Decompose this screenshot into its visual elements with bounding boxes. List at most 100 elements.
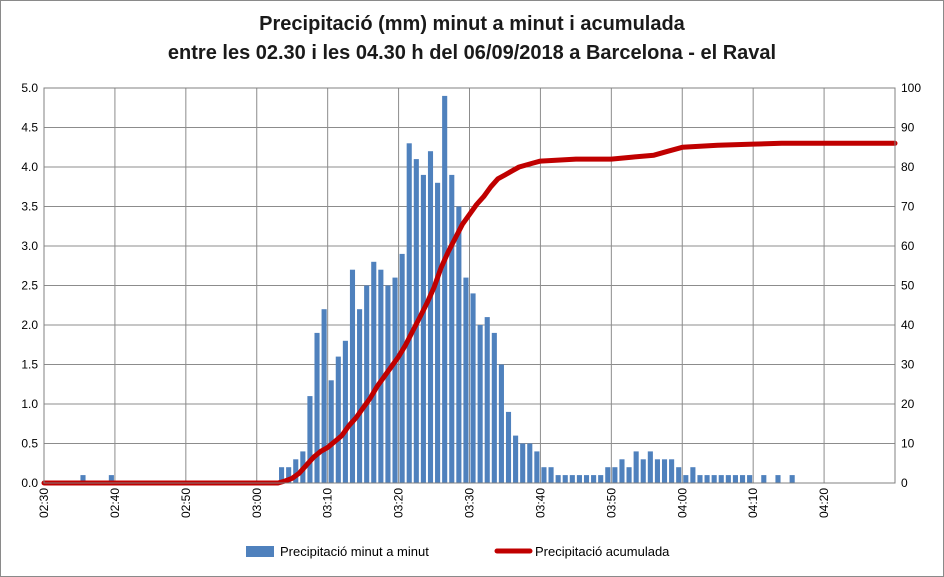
precip-bar [392,277,398,483]
precip-bar [513,435,519,483]
x-tick-label: 04:00 [675,488,689,518]
y-left-tick-label: 2.5 [21,279,38,293]
y-right-tick-label: 30 [901,358,915,372]
x-tick-label: 04:20 [817,488,831,518]
precip-bar [293,459,299,483]
precip-bar [704,475,710,483]
precip-bar [385,285,391,483]
x-tick-label: 02:50 [179,488,193,518]
precip-bar [683,475,689,483]
precip-bar [534,451,540,483]
chart-title-line-2: entre les 02.30 i les 04.30 h del 06/09/… [167,42,777,64]
x-tick-label: 02:40 [108,488,122,518]
precip-bar [371,261,377,483]
y-right-tick-label: 50 [901,279,915,293]
precip-bar [520,443,526,483]
precip-bar [761,475,767,483]
precip-bar [342,340,348,483]
precip-bar [654,459,660,483]
precip-bar [80,475,86,483]
precip-bar [555,475,561,483]
x-tick-label: 03:20 [392,488,406,518]
y-right-tick-label: 20 [901,397,915,411]
precip-bar [314,332,320,483]
precip-bar [484,317,490,483]
precip-bar [569,475,575,483]
precip-bar [470,293,476,483]
precip-bar [328,380,334,483]
precip-bar [583,475,590,483]
chart-title-line-1: Precipitació (mm) minut a minut i acumul… [259,13,685,35]
y-left-tick-label: 3.0 [21,239,38,253]
precip-bar [669,459,675,483]
precip-bar [697,475,703,483]
y-right-tick-label: 90 [901,121,915,135]
precip-bar [399,253,405,483]
y-left-tick-label: 1.0 [21,397,38,411]
y-left-tick-label: 3.5 [21,200,38,214]
y-right-tick-label: 0 [901,476,908,490]
precip-bar [357,309,363,483]
precip-bar [541,467,547,483]
y-left-tick-label: 2.0 [21,318,38,332]
precip-bar [378,269,384,483]
precip-bar [321,309,327,483]
legend-line-label: Precipitació acumulada [535,544,670,559]
right-axis-labels: 0 10 20 30 40 50 60 70 80 90 100 [901,81,921,490]
x-tick-label: 03:40 [533,488,547,518]
precip-bar [725,475,731,483]
precip-bar [576,475,582,483]
x-axis-labels: 02:30 02:40 02:50 03:00 03:10 03:20 03:30 03:40… [37,488,831,518]
precip-bar [491,332,497,483]
y-left-tick-label: 0.0 [21,476,38,490]
x-tick-label: 03:50 [604,488,618,518]
y-right-tick-label: 100 [901,81,921,95]
precip-bar [640,459,646,483]
precip-bar [442,95,448,484]
y-left-tick-label: 5.0 [21,81,38,95]
y-left-tick-label: 4.5 [21,121,38,135]
precip-bar [562,475,568,483]
left-axis-labels: 0.0 0.5 1.0 1.5 2.0 2.5 3.0 3.5 4.0 4.5 5.0 [21,81,38,490]
precip-bar [498,364,504,483]
precip-bar [633,451,639,483]
x-tick-label: 03:30 [463,488,477,518]
legend-bar-swatch [246,546,274,557]
precip-bar [739,475,746,483]
precip-bar [711,475,717,483]
precip-bar [307,396,313,483]
chart-title: Precipitació (mm) minut a minut i acumul… [0,10,944,68]
y-left-tick-label: 0.5 [21,437,38,451]
grid [44,88,895,483]
x-tick-label: 02:30 [37,488,51,518]
y-left-tick-label: 4.0 [21,160,38,174]
x-tick-label: 03:10 [321,488,335,518]
precip-bar [505,411,512,483]
y-right-tick-label: 60 [901,239,915,253]
precip-bar [286,467,292,483]
precip-bar [612,467,618,483]
precip-bar [676,467,682,483]
cumulative-line [41,140,898,486]
precip-bar [456,206,462,483]
plot-border [43,87,896,484]
legend-bar-label: Precipitació minut a minut [280,544,429,559]
precip-bar [279,467,285,483]
precip-bar [718,475,724,483]
y-left-tick-label: 1.5 [21,358,38,372]
precip-bar [364,285,370,483]
precip-bar [747,475,753,483]
precip-bar [690,467,696,483]
precip-bar [789,475,795,483]
precip-bar [647,451,653,483]
precip-bar [477,325,483,483]
y-right-tick-label: 10 [901,437,915,451]
precip-bar [591,475,597,483]
precip-bar [335,356,341,483]
legend: Precipitació minut a minut Precipitació … [246,544,670,559]
x-tick-label: 04:10 [746,488,760,518]
precip-bar [527,443,533,483]
precip-bar [449,174,455,483]
precip-bar [598,475,604,483]
